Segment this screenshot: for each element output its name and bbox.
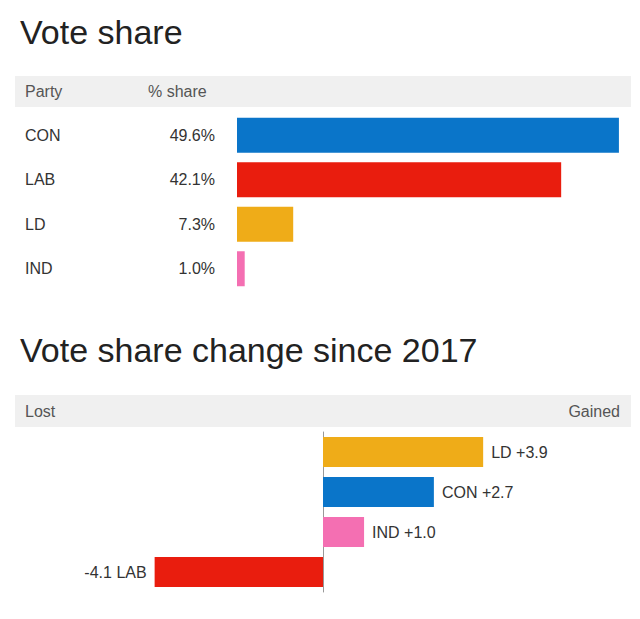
svg-text:CON: CON	[25, 127, 61, 144]
svg-text:49.6%: 49.6%	[170, 127, 215, 144]
svg-text:IND +1.0: IND +1.0	[372, 524, 436, 541]
svg-text:-4.1 LAB: -4.1 LAB	[84, 564, 146, 581]
svg-text:1.0%: 1.0%	[179, 260, 215, 277]
svg-text:Gained: Gained	[568, 403, 620, 420]
svg-text:Lost: Lost	[25, 403, 56, 420]
svg-text:% share: % share	[148, 83, 207, 100]
svg-text:LD +3.9: LD +3.9	[491, 444, 548, 461]
svg-text:42.1%: 42.1%	[170, 171, 215, 188]
svg-text:Vote share change since 2017: Vote share change since 2017	[20, 331, 477, 369]
svg-text:LD: LD	[25, 216, 45, 233]
svg-text:LAB: LAB	[25, 171, 55, 188]
svg-text:Vote share: Vote share	[20, 13, 183, 51]
svg-text:IND: IND	[25, 260, 53, 277]
svg-text:Party: Party	[25, 83, 62, 100]
svg-text:7.3%: 7.3%	[179, 216, 215, 233]
svg-text:CON +2.7: CON +2.7	[442, 484, 514, 501]
